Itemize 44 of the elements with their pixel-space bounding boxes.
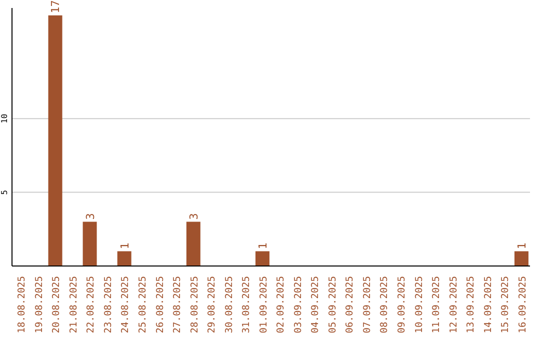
x-tick-label: 10.09.2025: [414, 276, 425, 334]
x-tick-label: 20.08.2025: [51, 276, 62, 334]
x-tick-label: 09.09.2025: [396, 276, 408, 334]
x-tick-label: 06.09.2025: [344, 276, 356, 334]
x-tick-label: 12.09.2025: [448, 276, 460, 334]
y-tick-label: 10: [0, 114, 9, 124]
x-tick-label: 24.08.2025: [120, 276, 132, 334]
x-tick-label: 18.08.2025: [16, 276, 28, 334]
bar: [255, 251, 270, 266]
x-tick-label: 15.09.2025: [500, 276, 512, 334]
data-label: 1: [118, 242, 132, 250]
x-tick-label: 23.08.2025: [102, 276, 114, 334]
data-label: 3: [187, 213, 200, 220]
x-tick-label: 13.09.2025: [466, 276, 477, 334]
x-tick-label: 01.09.2025: [258, 276, 270, 334]
x-tick-label: 26.08.2025: [154, 276, 166, 334]
x-tick-label: 30.08.2025: [224, 276, 235, 334]
x-tick-label: 27.08.2025: [172, 276, 184, 334]
x-tick-label: 29.08.2025: [206, 276, 218, 334]
x-tick-label: 11.09.2025: [431, 276, 442, 334]
bar: [82, 222, 97, 266]
x-tick-label: 05.09.2025: [327, 276, 338, 334]
data-label: 1: [256, 242, 270, 250]
data-label: 17: [49, 0, 62, 14]
x-tick-label: 04.09.2025: [310, 276, 322, 334]
bar: [186, 222, 200, 266]
x-tick-label: 14.09.2025: [482, 276, 494, 334]
bar: [514, 251, 528, 266]
x-tick-label: 22.08.2025: [86, 276, 97, 334]
x-tick-label: 03.09.2025: [292, 276, 304, 334]
bar: [48, 15, 62, 266]
y-tick-label: 5: [0, 190, 9, 195]
x-tick-label: 25.08.2025: [138, 276, 148, 334]
data-label: 3: [84, 213, 97, 220]
x-tick-label: 16.09.2025: [517, 276, 528, 334]
x-tick-label: 07.09.2025: [362, 276, 373, 334]
data-label: 1: [515, 242, 528, 250]
bar: [117, 251, 132, 266]
x-tick-label: 02.09.2025: [276, 276, 287, 334]
x-tick-label: 31.08.2025: [241, 276, 252, 334]
x-tick-label: 19.08.2025: [34, 276, 45, 334]
x-tick-label: 28.08.2025: [189, 276, 200, 334]
x-tick-label: 08.09.2025: [379, 276, 390, 334]
x-tick-label: 21.08.2025: [68, 276, 80, 334]
